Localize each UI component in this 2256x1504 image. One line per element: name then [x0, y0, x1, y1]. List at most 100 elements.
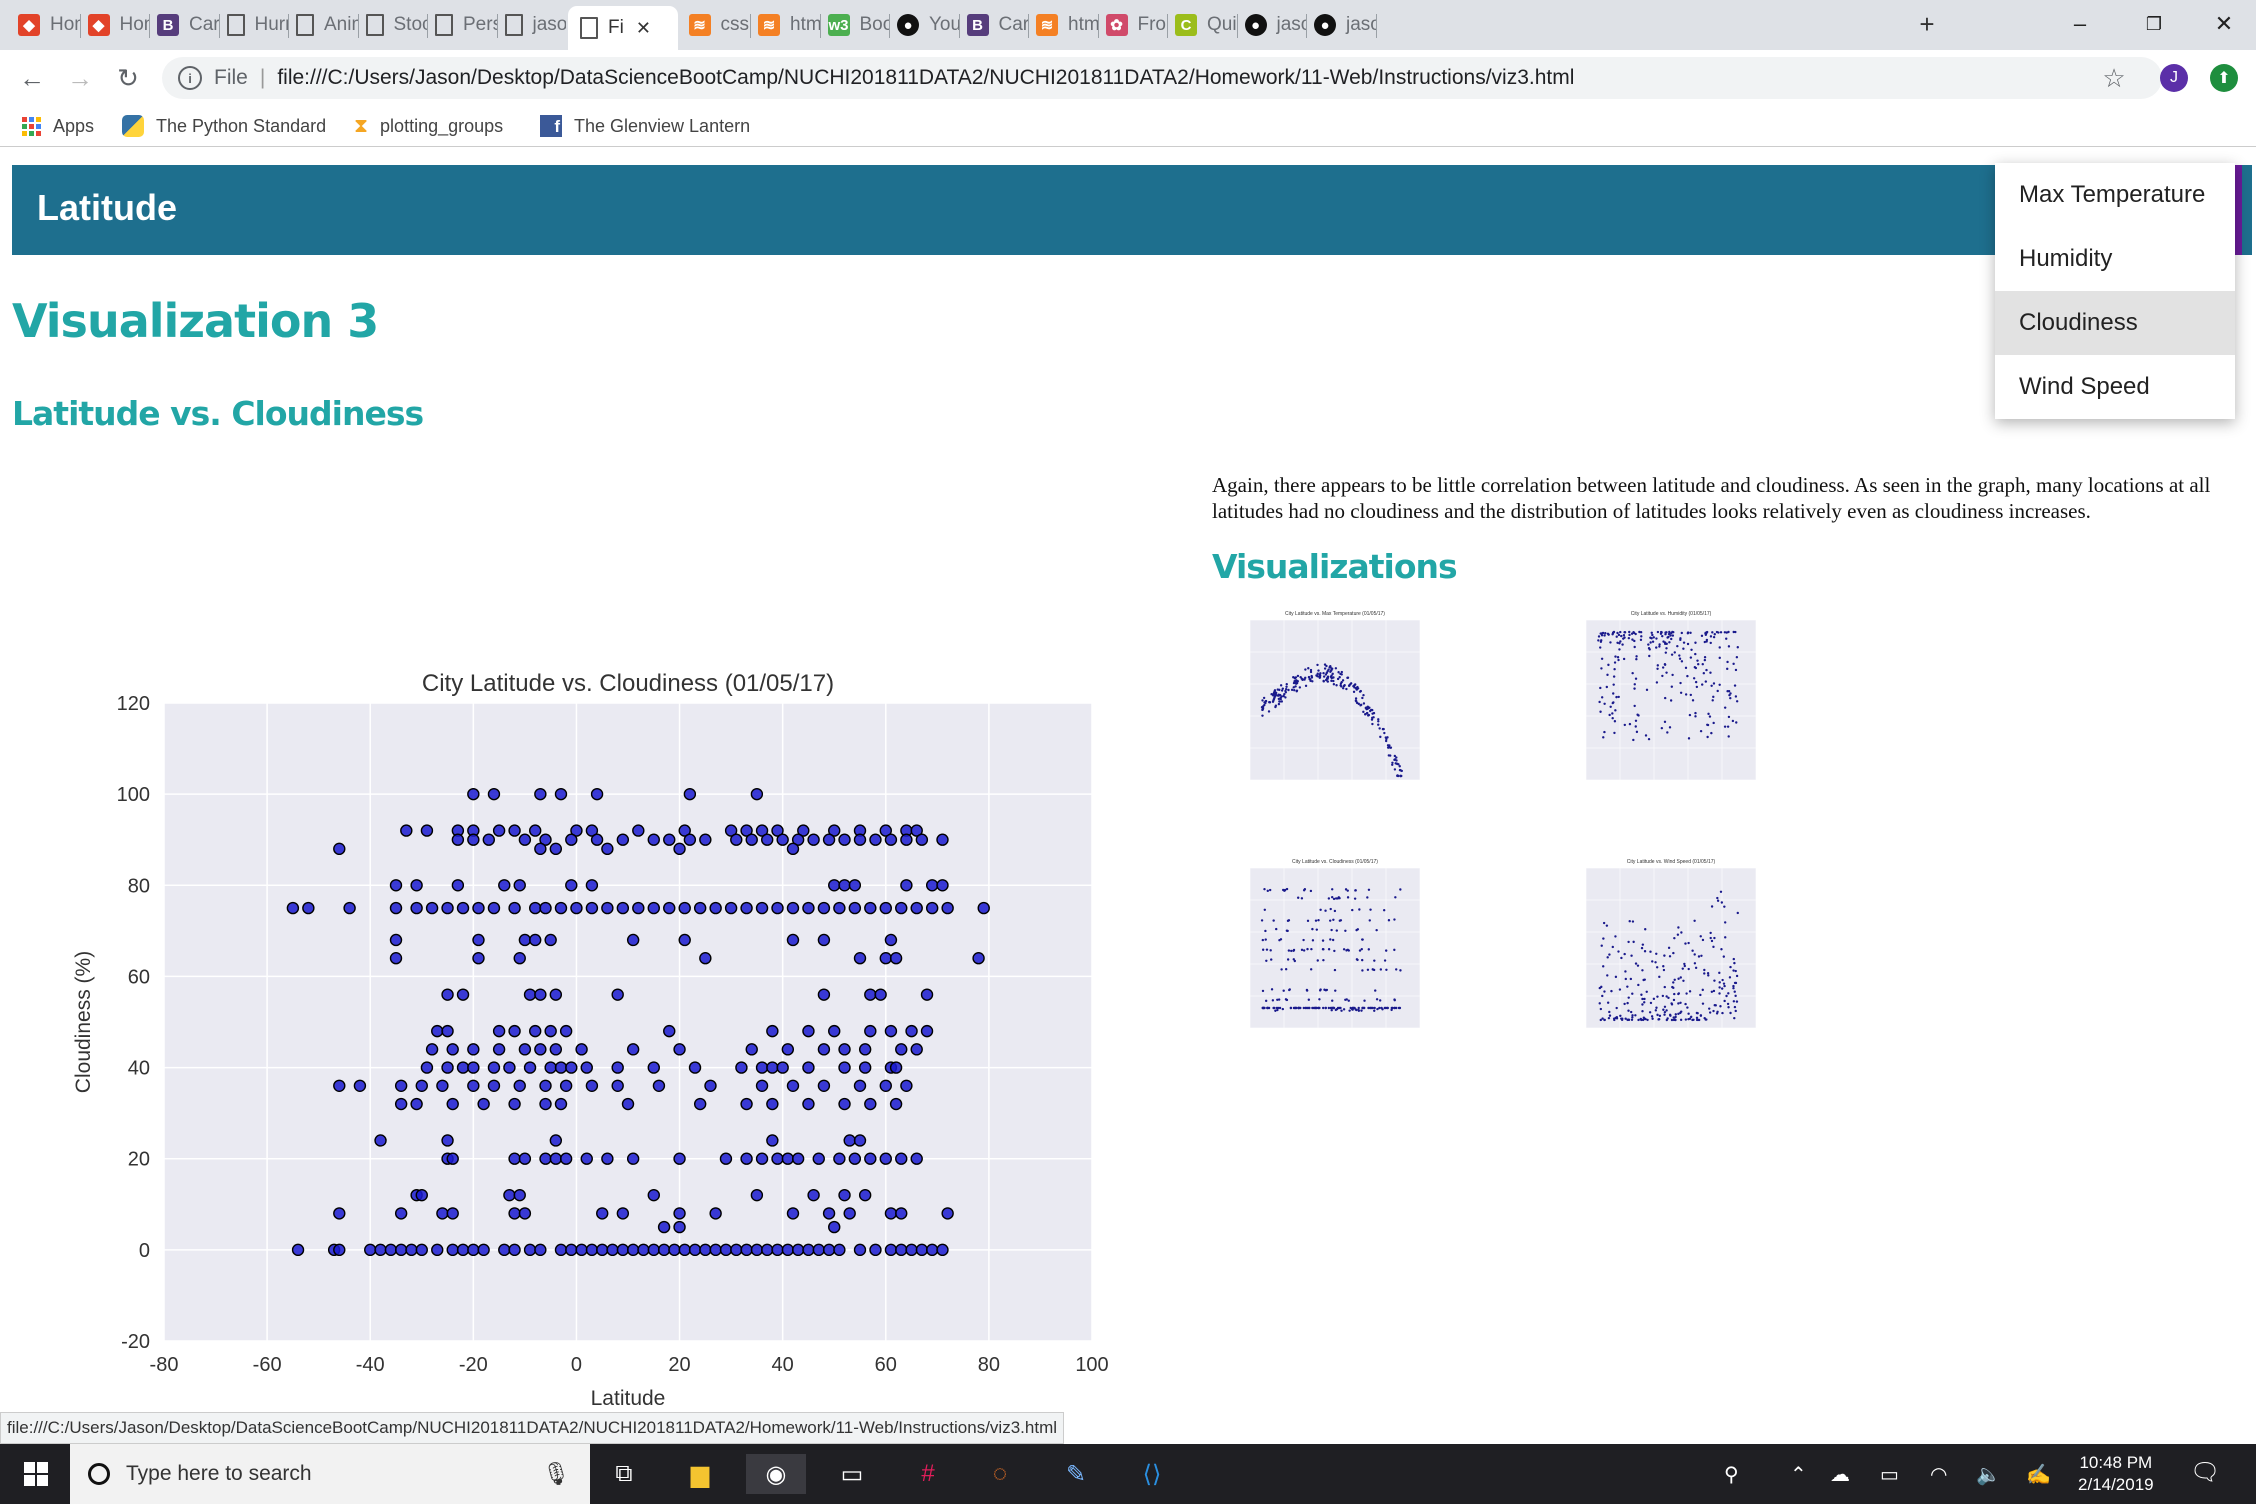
profile-avatar[interactable]: J	[2160, 64, 2188, 92]
close-window-icon[interactable]: ✕	[2214, 11, 2234, 36]
update-icon[interactable]: ⬆	[2210, 64, 2238, 92]
browser-tab[interactable]: ◆ Hom	[18, 8, 80, 42]
terminal-icon[interactable]: ▭	[840, 1460, 864, 1488]
tray-chevron-icon[interactable]: ⌃	[1790, 1464, 1807, 1486]
scatter-point	[910, 824, 923, 837]
url-text[interactable]: file:///C:/Users/Jason/Desktop/DataScien…	[277, 66, 1575, 89]
thumbnail-hum-plot[interactable]: City Latitude vs. Humidity (01/05/17)	[1568, 602, 1768, 802]
scatter-point	[585, 879, 599, 892]
scatter-point	[647, 1243, 660, 1257]
scatter-point	[673, 1152, 686, 1165]
browser-tab[interactable]: C Quick	[1175, 8, 1237, 42]
taskbar-search-box[interactable]: Type here to search 🎙	[70, 1444, 590, 1504]
browser-tab[interactable]: Perso	[435, 8, 497, 42]
windows-start-icon[interactable]	[14, 1454, 58, 1494]
thumbnail-point	[1736, 646, 1739, 649]
wifi-icon[interactable]: ◠	[1930, 1464, 1948, 1486]
bookmark-plotting-groups[interactable]: ⧗ plotting_groups	[354, 112, 503, 140]
thumbnail-point	[1612, 683, 1615, 686]
browser-toolbar: ← → ↻ i File | file:///C:/Users/Jason/De…	[0, 50, 2256, 106]
back-icon[interactable]: ←	[19, 62, 45, 93]
thumbnail-wind-plot[interactable]: City Latitude vs. Wind Speed (01/05/17)	[1568, 850, 1768, 1050]
forward-icon[interactable]: →	[67, 62, 93, 93]
thumbnail-point	[1624, 977, 1627, 981]
thumbnail-point	[1602, 937, 1605, 940]
scatter-point	[575, 1043, 588, 1056]
onedrive-icon[interactable]: ☁	[1830, 1464, 1850, 1486]
paint-icon[interactable]: ✎	[1065, 1460, 1087, 1488]
thumbnail-point	[1362, 710, 1365, 714]
thumbnail-point	[1623, 1002, 1626, 1006]
notifications-icon[interactable]: 🗨	[2190, 1459, 2221, 1486]
browser-tab[interactable]: B Card	[966, 8, 1028, 42]
microphone-icon[interactable]: 🎙	[542, 1461, 570, 1486]
thumbnail-point	[1644, 1017, 1647, 1021]
bookmark-apps[interactable]: Apps	[22, 112, 94, 140]
task-view-icon[interactable]: ⧉	[615, 1460, 633, 1487]
browser-tab[interactable]: B Card	[157, 8, 219, 42]
thumbnail-point	[1375, 998, 1379, 1001]
restore-icon[interactable]: ❐	[2145, 13, 2163, 34]
thumbnail-point	[1338, 676, 1341, 679]
dropdown-item-wind-speed[interactable]: Wind Speed	[2019, 373, 2150, 400]
scatter-point	[817, 988, 831, 1001]
scatter-point	[817, 1079, 831, 1092]
bookmark-python[interactable]: The Python Standard	[122, 112, 326, 140]
browser-tab[interactable]: jason	[504, 8, 566, 42]
thumbnail-point	[1668, 641, 1671, 644]
dropdown-item-max-temperature[interactable]: Max Temperature	[2019, 181, 2206, 208]
browser-tab[interactable]: ✿ From	[1105, 8, 1167, 42]
thumbnail-point	[1600, 634, 1604, 637]
scatter-point	[529, 1024, 542, 1038]
browser-tab[interactable]: ● jason	[1314, 8, 1376, 42]
minimize-icon[interactable]: –	[2073, 11, 2087, 36]
browser-tab[interactable]: w3 Boot	[827, 8, 889, 42]
navbar-brand[interactable]: Latitude	[37, 187, 177, 228]
reload-icon[interactable]: ↻	[117, 62, 139, 93]
chrome-icon[interactable]: ◉	[746, 1454, 806, 1494]
windows-taskbar: Type here to search 🎙 ⧉ ▆ ◉ ▭ # ◌ ✎ ⟨⟩ ⚲…	[0, 1444, 2256, 1504]
browser-tab[interactable]: ≋ css -	[688, 8, 750, 42]
scatter-point	[719, 1243, 733, 1257]
bookmark-glenview-lantern[interactable]: f The Glenview Lantern	[540, 112, 750, 140]
scatter-point	[590, 787, 604, 801]
new-tab-icon[interactable]: +	[1919, 8, 1935, 39]
thumbnail-temp-plot[interactable]: City Latitude vs. Max Temperature (01/05…	[1232, 602, 1432, 802]
browser-tab[interactable]: Fi ✕	[568, 6, 678, 50]
address-bar[interactable]: i File | file:///C:/Users/Jason/Desktop/…	[162, 57, 2162, 99]
scatter-point	[374, 1134, 387, 1147]
taskbar-clock[interactable]: 10:48 PM 2/14/2019	[2078, 1452, 2154, 1496]
thumbnail-plot-area	[1250, 620, 1420, 780]
close-tab-icon[interactable]: ✕	[635, 17, 651, 38]
thumbnail-cloud-plot[interactable]: City Latitude vs. Cloudiness (01/05/17)	[1232, 850, 1432, 1050]
scatter-point	[601, 901, 614, 915]
browser-tab[interactable]: ≋ html	[758, 8, 820, 42]
browser-tab[interactable]: Anim	[296, 8, 358, 42]
file-explorer-icon[interactable]: ▆	[690, 1460, 710, 1488]
browser-tab[interactable]: ≋ html	[1036, 8, 1098, 42]
browser-tab[interactable]: Stock	[365, 8, 428, 42]
browser-tab[interactable]: ◆ Hom	[87, 8, 149, 42]
scatter-point	[534, 787, 547, 801]
vscode-icon[interactable]: ⟨⟩	[1142, 1460, 1162, 1488]
slack-icon[interactable]: #	[921, 1460, 935, 1487]
thumbnail-point	[1298, 686, 1302, 689]
jupyter-icon[interactable]: ◌	[992, 1460, 1008, 1487]
dropdown-item-cloudiness[interactable]: Cloudiness	[1995, 291, 2235, 355]
bookmark-star-icon[interactable]: ☆	[2102, 62, 2126, 93]
people-icon[interactable]: ⚲	[1724, 1464, 1739, 1486]
browser-tab[interactable]: ● jason	[1244, 8, 1306, 42]
dropdown-item-humidity[interactable]: Humidity	[2019, 245, 2113, 272]
page-icon	[580, 17, 598, 39]
tab-title: Stock	[393, 14, 428, 35]
thumbnail-point	[1712, 682, 1716, 685]
thumbnail-point	[1261, 938, 1265, 942]
battery-icon[interactable]: ▭	[1880, 1464, 1899, 1486]
pen-icon[interactable]: ✍	[2026, 1464, 2051, 1486]
thumbnail-point	[1305, 989, 1309, 992]
browser-tab[interactable]: Hurri	[226, 8, 288, 42]
info-icon[interactable]: i	[178, 66, 202, 90]
volume-muted-icon[interactable]: 🔈	[1976, 1464, 2001, 1486]
thumbnail-point	[1329, 907, 1332, 911]
browser-tab[interactable]: ● Your	[897, 8, 959, 42]
